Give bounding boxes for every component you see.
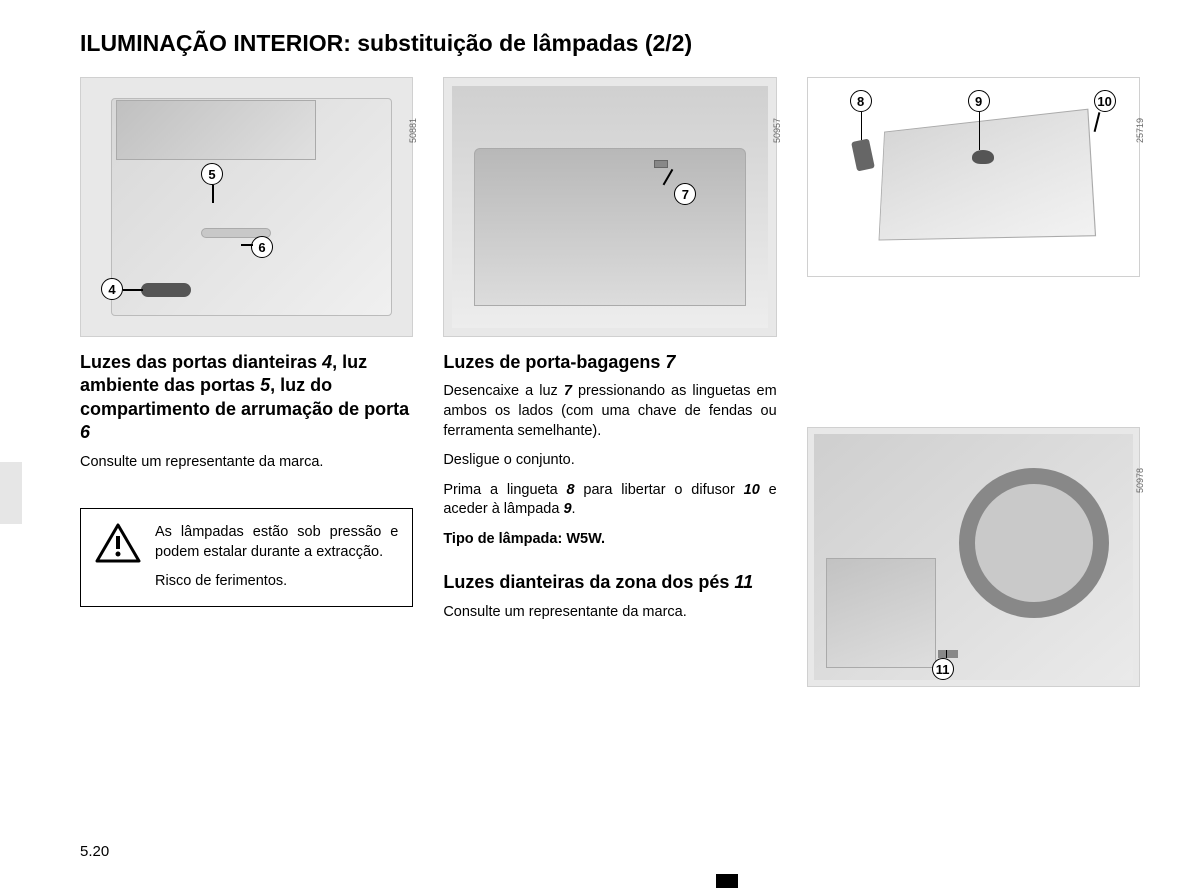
callout-8: 8	[850, 90, 872, 112]
warning-line2: Risco de ferimentos.	[155, 572, 398, 592]
callout-5: 5	[201, 163, 223, 185]
leader-4	[123, 289, 143, 291]
trunk-light-shape	[654, 160, 668, 168]
h-text: Luzes dianteiras da zona dos pés	[443, 572, 734, 592]
col2-heading: Luzes de porta-bagagens 7	[443, 351, 776, 374]
col2-body5: Consulte um representante da marca.	[443, 603, 776, 623]
spacer	[807, 277, 1140, 427]
figure-id: 50957	[772, 118, 782, 143]
t: Desencaixe a luz	[443, 383, 564, 399]
figure-id: 50881	[408, 118, 418, 143]
callout-9: 9	[968, 90, 990, 112]
warning-line1: As lâmpadas estão sob pressão e podem es…	[155, 523, 398, 562]
page-title: ILUMINAÇÃO INTERIOR: substituição de lâm…	[80, 30, 1140, 57]
leader-5	[212, 185, 214, 203]
col2-body4: Tipo de lâmpada: W5W.	[443, 530, 776, 550]
figure-id: 50978	[1135, 468, 1145, 493]
h-num: 4	[322, 352, 332, 372]
leader-11	[946, 650, 948, 658]
figure-id: 25719	[1135, 118, 1145, 143]
callout-11: 11	[932, 658, 954, 680]
n: 10	[744, 482, 760, 498]
callout-10: 10	[1094, 90, 1116, 112]
steering-wheel-shape	[959, 468, 1109, 618]
t: Prima a lingueta	[443, 482, 566, 498]
h-num: 6	[80, 422, 90, 442]
h-num: 11	[734, 572, 753, 592]
trunk-opening-shape	[474, 148, 745, 306]
h-num: 5	[260, 375, 270, 395]
callout-6: 6	[251, 236, 273, 258]
h-text: Luzes de porta-bagagens	[443, 352, 665, 372]
n: 7	[564, 383, 572, 399]
col1-heading: Luzes das portas dianteiras 4, luz ambie…	[80, 351, 413, 445]
column-3: 8 9 10 25719 11 50978	[807, 77, 1140, 687]
callout-4: 4	[101, 278, 123, 300]
door-window-shape	[116, 100, 316, 160]
figure-dashboard: 11 50978	[807, 427, 1140, 687]
glovebox-shape	[878, 109, 1096, 241]
n: 9	[563, 501, 571, 517]
door-pocket-shape	[141, 283, 191, 297]
warning-icon	[95, 523, 141, 568]
warning-box: As lâmpadas estão sob pressão e podem es…	[80, 508, 413, 607]
t: para libertar o difusor	[575, 482, 744, 498]
col2-body2: Desligue o conjunto.	[443, 451, 776, 471]
leader-8	[861, 112, 863, 140]
figure-glovebox: 8 9 10 25719	[807, 77, 1140, 277]
glovebox-clip-shape	[851, 138, 875, 171]
foot-light-shape	[938, 650, 958, 658]
lower-dash-shape	[826, 558, 936, 668]
leader-10	[1093, 112, 1099, 132]
h-text: Luzes das portas dianteiras	[80, 352, 322, 372]
col2-body3: Prima a lingueta 8 para libertar o difus…	[443, 481, 776, 520]
figure-trunk: 7 50957	[443, 77, 776, 337]
h-num: 7	[665, 352, 675, 372]
col2-heading2: Luzes dianteiras da zona dos pés 11	[443, 571, 776, 594]
t: .	[572, 501, 576, 517]
leader-6	[241, 244, 253, 246]
page-number: 5.20	[80, 843, 109, 860]
col1-body: Consulte um representante da marca.	[80, 453, 413, 473]
page: ILUMINAÇÃO INTERIOR: substituição de lâm…	[0, 0, 1200, 888]
col2-body1: Desencaixe a luz 7 pressionando as lingu…	[443, 382, 776, 441]
column-2: 7 50957 Luzes de porta-bagagens 7 Desenc…	[443, 77, 776, 687]
warning-text-block: As lâmpadas estão sob pressão e podem es…	[155, 523, 398, 592]
columns: 5 6 4 50881 Luzes das portas dianteiras …	[80, 77, 1140, 687]
figure-door: 5 6 4 50881	[80, 77, 413, 337]
leader-9	[979, 112, 981, 150]
column-1: 5 6 4 50881 Luzes das portas dianteiras …	[80, 77, 413, 687]
n: 8	[567, 482, 575, 498]
glovebox-bulb-shape	[972, 150, 994, 164]
